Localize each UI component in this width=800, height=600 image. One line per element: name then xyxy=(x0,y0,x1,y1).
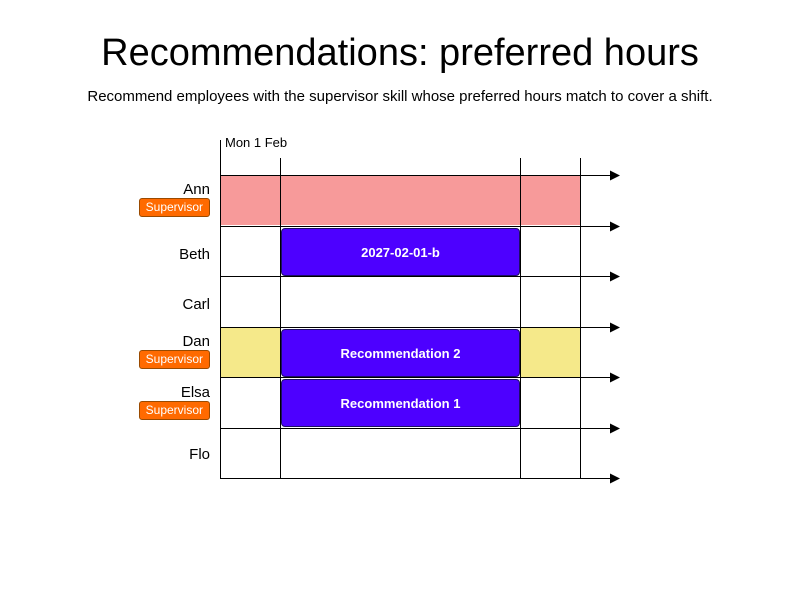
preferred-hours-block-dan-right xyxy=(520,328,580,377)
shift-recommendation-1[interactable]: Recommendation 1 xyxy=(281,379,520,427)
skill-badge-dan: Supervisor xyxy=(138,350,210,369)
page-title: Recommendations: preferred hours xyxy=(101,32,699,74)
unavailable-block-ann xyxy=(221,176,580,225)
preferred-hours-block-dan-left xyxy=(221,328,281,377)
shift-label: Recommendation 1 xyxy=(340,395,461,411)
employee-name-dan: Dan xyxy=(182,333,210,350)
employee-name-ann: Ann xyxy=(183,181,210,198)
skill-badge-ann: Supervisor xyxy=(138,198,210,217)
shift-recommendation-2[interactable]: Recommendation 2 xyxy=(281,329,520,377)
employee-name-beth: Beth xyxy=(179,246,210,263)
shift-2027-02-01-b[interactable]: 2027-02-01-b xyxy=(281,228,520,276)
date-label: Mon 1 Feb xyxy=(225,135,288,150)
shift-label: Recommendation 2 xyxy=(340,345,461,361)
shift-label: 2027-02-01-b xyxy=(361,244,440,260)
skill-badge-elsa: Supervisor xyxy=(138,401,210,420)
employee-name-flo: Flo xyxy=(189,446,210,463)
page-subtitle: Recommend employees with the supervisor … xyxy=(87,88,713,105)
employee-name-carl: Carl xyxy=(182,296,210,313)
employee-name-elsa: Elsa xyxy=(180,384,210,401)
